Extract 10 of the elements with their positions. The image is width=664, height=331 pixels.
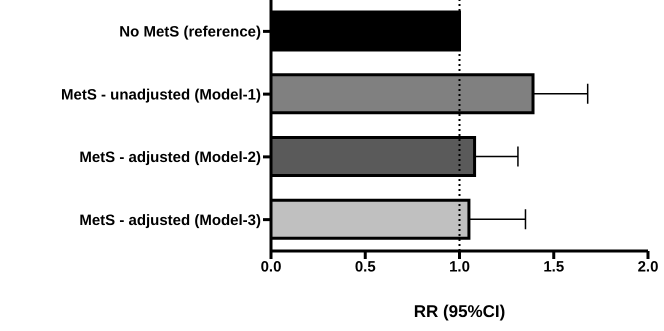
y-tick-label: MetS - unadjusted (Model-1) xyxy=(61,86,261,104)
y-tick-label: No MetS (reference) xyxy=(119,24,262,41)
x-axis-title: RR (95%CI) xyxy=(414,302,506,321)
x-tick-label: 1.0 xyxy=(449,258,470,276)
x-tick-label: 0.0 xyxy=(260,258,282,276)
x-tick-label: 1.5 xyxy=(543,258,564,276)
x-tick-label: 0.5 xyxy=(354,258,376,276)
x-tick-label: 2.0 xyxy=(638,258,658,276)
y-tick-label: MetS - adjusted (Model-3) xyxy=(79,212,262,229)
y-tick-label: MetS - adjusted (Model-2) xyxy=(79,149,262,166)
